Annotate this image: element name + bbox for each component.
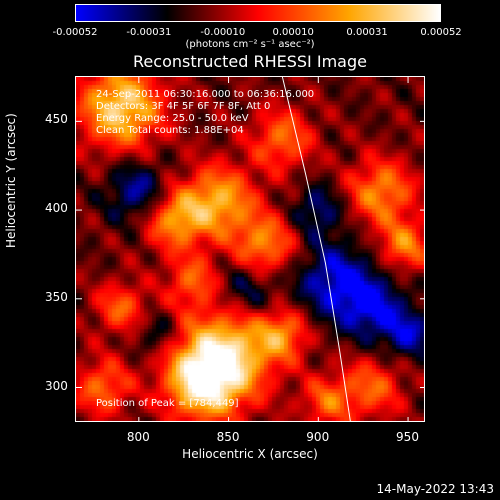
colorbar-tick-label: 0.00010 [272,27,314,38]
heatmap [76,77,424,421]
x-tick-label: 800 [126,430,150,444]
annotation-peak-position: Position of Peak = [784,449] [96,398,239,409]
colorbar-tick-label: 0.00031 [346,27,388,38]
footer-timestamp: 14-May-2022 13:43 [376,482,494,496]
colorbar-tick-label: 0.00052 [420,27,462,38]
y-tick-label: 350 [45,289,68,304]
y-tick-label: 450 [45,112,68,127]
chart-title: Reconstructed RHESSI Image [133,52,367,71]
annotation-time-range: 24-Sep-2011 06:30:16.000 to 06:36:16.000 [96,89,315,100]
x-tick-label: 900 [306,430,330,444]
y-tick-label: 300 [45,378,68,393]
x-tick-label: 850 [216,430,240,444]
annotation-detectors: Detectors: 3F 4F 5F 6F 7F 8F, Att 0 [96,101,271,112]
colorbar-tick-label: -0.00052 [52,27,98,38]
colorbar-tick-label: -0.00010 [200,27,246,38]
plot-overlay [76,77,424,421]
x-tick-label: 950 [396,430,419,444]
y-axis-label: Heliocentric Y (arcsec) [4,113,18,248]
colorbar-units: (photons cm⁻² s⁻¹ asec⁻²) [185,39,315,50]
annotation-energy-range: Energy Range: 25.0 - 50.0 keV [96,113,249,124]
plot-area: 24-Sep-2011 06:30:16.000 to 06:36:16.000… [75,76,425,422]
colorbar [75,4,441,22]
y-tick-label: 400 [45,201,68,216]
x-axis-label: Heliocentric X (arcsec) [182,447,318,461]
colorbar-tick-label: -0.00031 [126,27,172,38]
annotation-clean-counts: Clean Total counts: 1.88E+04 [96,125,244,136]
solar-limb-curve [281,77,351,421]
